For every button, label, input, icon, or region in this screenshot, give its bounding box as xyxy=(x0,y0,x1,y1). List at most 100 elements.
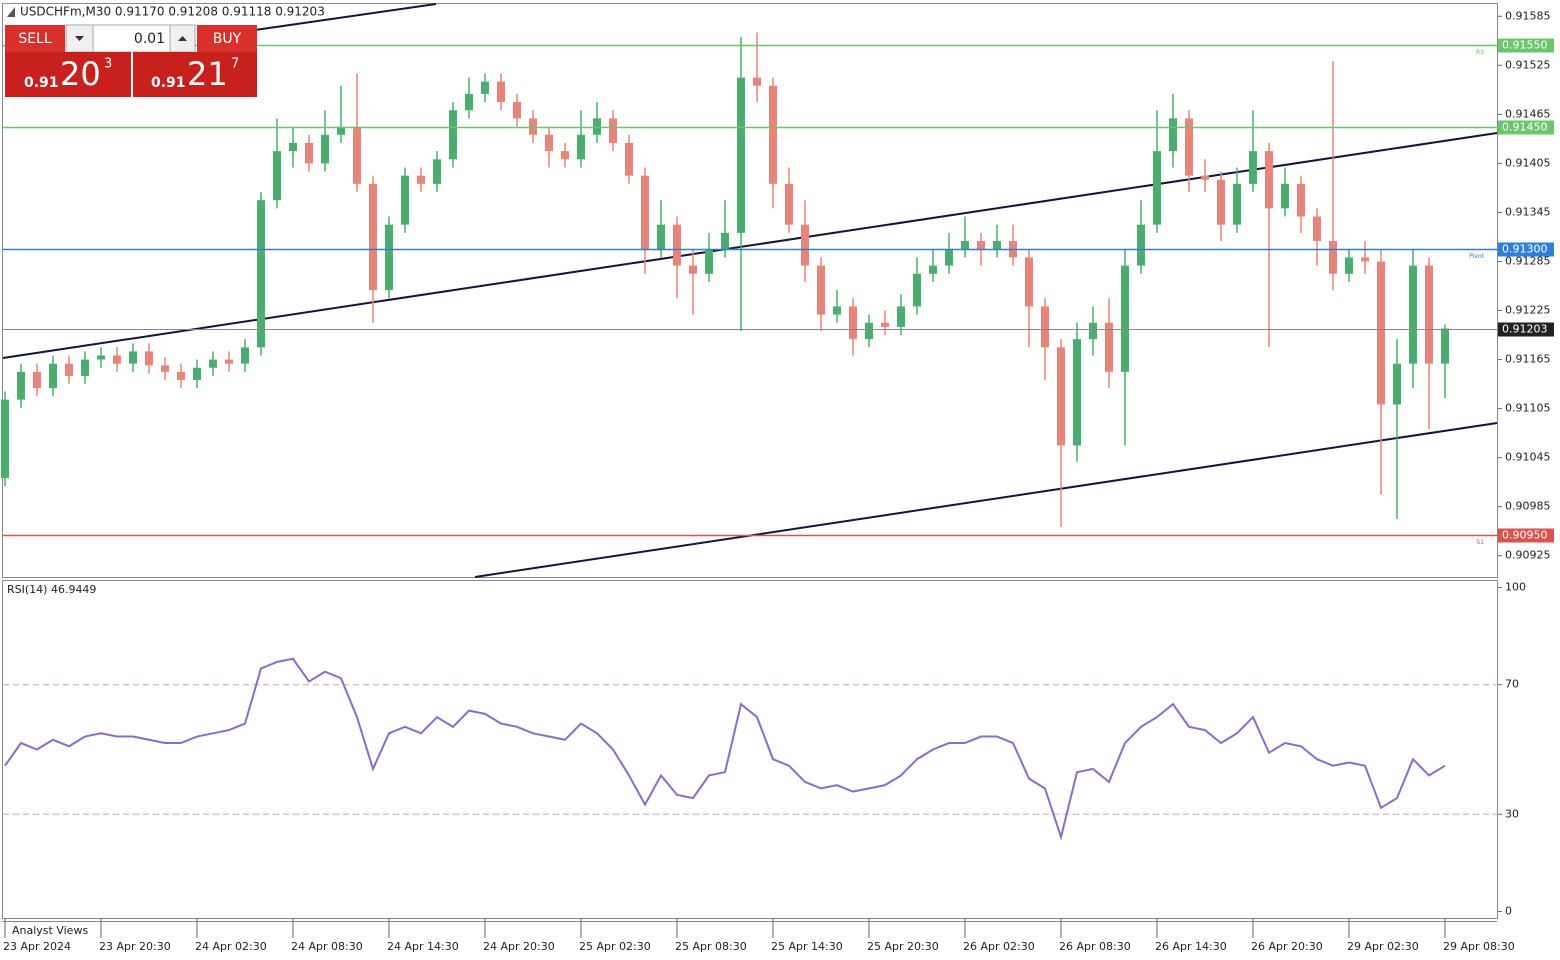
candle-body xyxy=(321,134,329,164)
ask-small: 7 xyxy=(231,57,239,72)
candle-body xyxy=(417,175,425,184)
candle-body xyxy=(401,175,409,225)
rsi-tick-label: 0 xyxy=(1505,905,1512,918)
x-tick-label: 24 Apr 02:30 xyxy=(195,940,267,953)
y-tick-label: 0.91045 xyxy=(1505,451,1551,464)
last-price-box xyxy=(1498,322,1554,337)
volume-input[interactable] xyxy=(92,24,171,53)
trade-panel: SELL 0.01 BUY 0.91 20 3 0.91 21 7 xyxy=(5,24,257,97)
x-tick-label: 25 Apr 14:30 xyxy=(771,940,843,953)
candle-body xyxy=(657,224,665,250)
x-tick-label: 25 Apr 20:30 xyxy=(867,940,939,953)
level-label-box xyxy=(1498,38,1554,53)
rsi-tick-label: 30 xyxy=(1505,807,1519,820)
candle-body xyxy=(545,134,553,152)
x-tick-label: 23 Apr 20:30 xyxy=(99,940,171,953)
candle-body xyxy=(561,151,569,160)
trendline xyxy=(474,422,1498,578)
trendline xyxy=(2,132,1498,359)
bid-main: 20 xyxy=(60,55,101,93)
candle-body xyxy=(945,249,953,266)
buy-button[interactable] xyxy=(197,25,257,52)
footer-label: Analyst Views xyxy=(12,924,88,937)
candle-body xyxy=(1057,347,1065,446)
candle-body xyxy=(1089,322,1097,340)
candle-body xyxy=(689,265,697,274)
candle-body xyxy=(1393,363,1401,405)
last-price-label: 0.91203 xyxy=(1502,323,1548,336)
candle-body xyxy=(737,77,745,233)
candle-body xyxy=(1201,175,1209,180)
level-tag: Pivot xyxy=(1469,253,1484,260)
candle-body xyxy=(289,142,297,152)
x-tick-label: 26 Apr 14:30 xyxy=(1155,940,1227,953)
candle-body xyxy=(577,134,585,160)
candle-body xyxy=(337,126,345,135)
candle-body xyxy=(897,306,905,327)
candle-body xyxy=(17,371,25,400)
candle-body xyxy=(449,110,457,160)
level-label-box xyxy=(1498,528,1554,543)
candle-body xyxy=(865,322,873,340)
candle-body xyxy=(705,249,713,274)
x-tick-label: 29 Apr 02:30 xyxy=(1347,940,1419,953)
candle-body xyxy=(1137,224,1145,266)
candle-body xyxy=(49,363,57,389)
candle-body xyxy=(81,359,89,376)
candle-body xyxy=(1185,118,1193,176)
main-panel xyxy=(2,3,1498,578)
y-tick-label: 0.91105 xyxy=(1505,402,1551,415)
arrow-up xyxy=(178,36,187,41)
candle-body xyxy=(241,347,249,364)
header-icon xyxy=(7,7,15,17)
candle-body xyxy=(625,142,633,176)
candle-body xyxy=(593,118,601,135)
rsi-panel xyxy=(2,580,1498,919)
candle-body xyxy=(465,93,473,111)
candle-body xyxy=(305,142,313,164)
ask-box[interactable] xyxy=(133,52,257,97)
candle-body xyxy=(833,306,841,315)
candle-body xyxy=(929,265,937,274)
candle-body xyxy=(961,241,969,250)
y-tick-label: 0.91225 xyxy=(1505,304,1551,317)
candle-body xyxy=(1249,151,1257,184)
x-tick-label: 26 Apr 20:30 xyxy=(1251,940,1323,953)
level-label-box xyxy=(1498,120,1554,135)
candle-body xyxy=(529,118,537,135)
x-tick-label: 24 Apr 20:30 xyxy=(483,940,555,953)
bid-small: 3 xyxy=(104,57,112,72)
x-tick-label: 29 Apr 08:30 xyxy=(1443,940,1515,953)
candle-body xyxy=(145,351,153,366)
candle-body xyxy=(1361,257,1369,262)
candle-body xyxy=(1,399,9,479)
rsi-line xyxy=(4,657,1446,841)
candle-body xyxy=(641,175,649,250)
candle-body xyxy=(433,159,441,184)
candle-body xyxy=(881,322,889,327)
candle-body xyxy=(1297,183,1305,217)
candle-body xyxy=(497,81,505,103)
candle-body xyxy=(785,183,793,225)
rsi-title: RSI(14) 46.9449 xyxy=(7,583,96,596)
sell-label: SELL xyxy=(18,31,52,47)
x-tick-label: 25 Apr 02:30 xyxy=(579,940,651,953)
sell-button[interactable] xyxy=(5,25,65,52)
candle-body xyxy=(1425,265,1433,364)
candle-body xyxy=(1441,328,1449,364)
candle-body xyxy=(161,365,169,372)
bid-box[interactable] xyxy=(5,52,131,97)
y-tick-label: 0.91345 xyxy=(1505,205,1551,218)
level-label: 0.91300 xyxy=(1502,243,1548,256)
x-tick-label: 26 Apr 02:30 xyxy=(963,940,1035,953)
candle-body xyxy=(257,200,265,348)
candle-body xyxy=(225,359,233,364)
candle-body xyxy=(129,351,137,364)
candle-body xyxy=(1217,179,1225,225)
candle-body xyxy=(1281,183,1289,209)
trendline xyxy=(254,3,437,31)
ask-big: 0.91 xyxy=(151,75,186,91)
candle-body xyxy=(753,77,761,86)
y-tick-label: 0.91405 xyxy=(1505,156,1551,169)
